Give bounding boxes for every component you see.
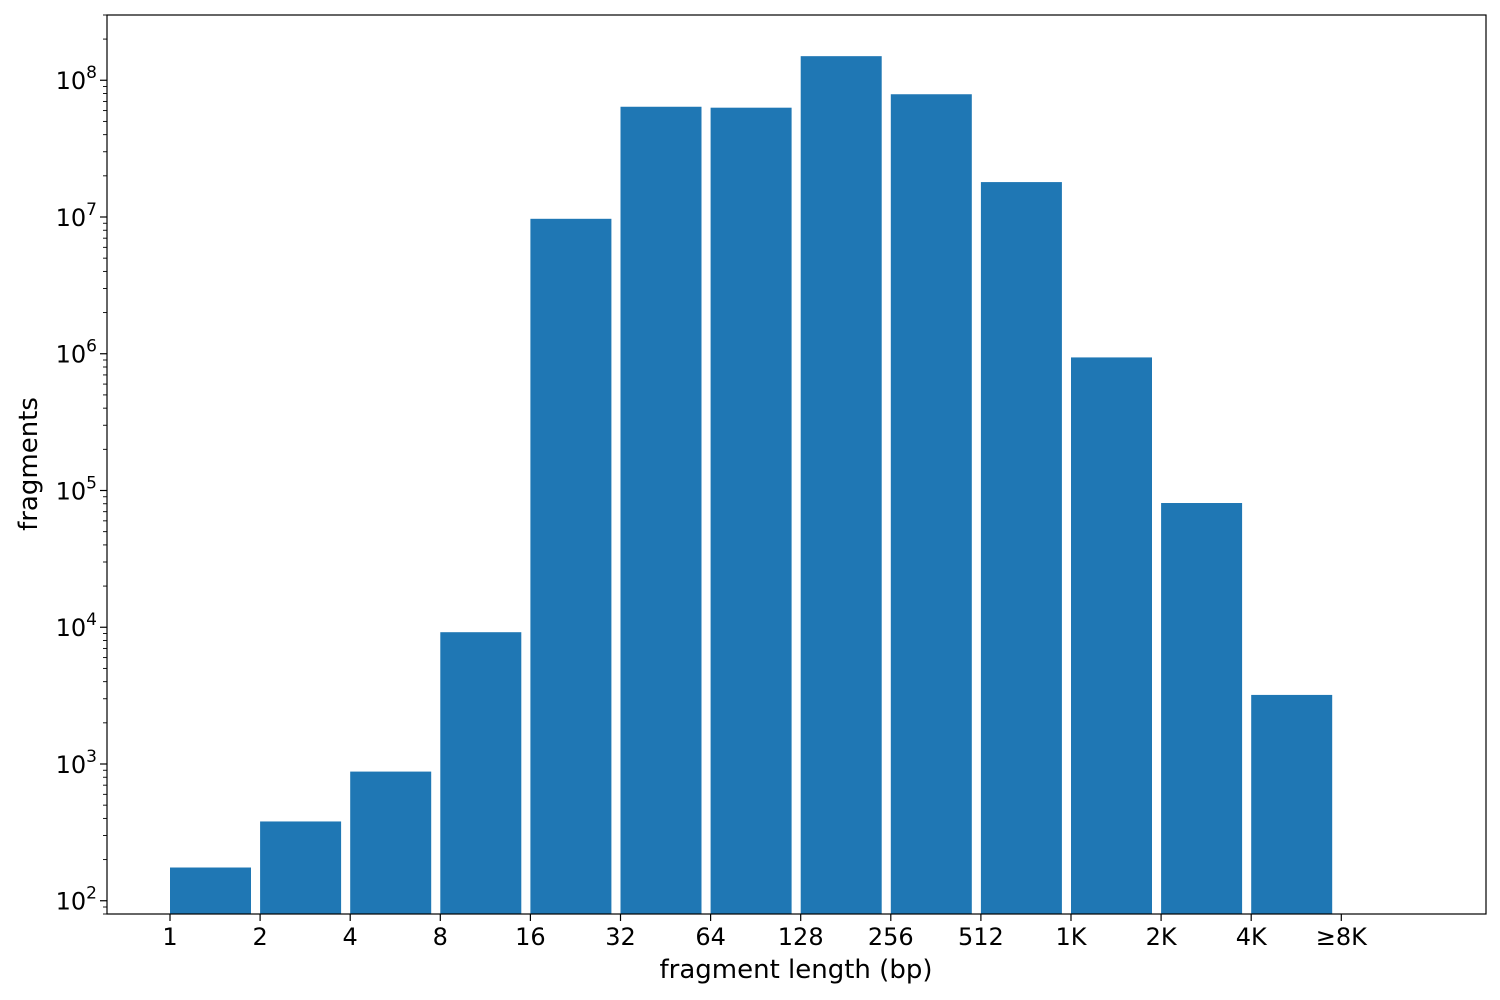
y-axis-label: fragments bbox=[14, 397, 44, 531]
bar-2 bbox=[260, 821, 342, 914]
bar-8 bbox=[440, 632, 522, 914]
bar-32 bbox=[620, 106, 702, 914]
bar-64 bbox=[710, 107, 792, 914]
y-tick-label: 102 bbox=[56, 884, 97, 916]
bar-128 bbox=[800, 56, 882, 915]
x-tick-label: 64 bbox=[695, 923, 726, 951]
x-tick-label: 4 bbox=[343, 923, 358, 951]
y-tick-label: 104 bbox=[56, 610, 97, 642]
x-tick-label: 2 bbox=[252, 923, 267, 951]
y-tick-label: 105 bbox=[56, 473, 97, 505]
x-tick-label: 32 bbox=[605, 923, 636, 951]
y-tick-label: 106 bbox=[56, 337, 97, 369]
x-tick-label: 1K bbox=[1055, 923, 1087, 951]
bars-group bbox=[170, 56, 1333, 915]
y-tick-label: 108 bbox=[56, 63, 97, 95]
bar-512 bbox=[980, 182, 1062, 915]
bar-4K bbox=[1251, 694, 1333, 914]
x-tick-label: 512 bbox=[958, 923, 1004, 951]
bar-2K bbox=[1161, 503, 1243, 914]
x-tick-label: 2K bbox=[1146, 923, 1178, 951]
x-tick-label: 16 bbox=[515, 923, 546, 951]
x-tick-label: 8 bbox=[433, 923, 448, 951]
bar-1 bbox=[170, 867, 251, 914]
bar-1K bbox=[1071, 357, 1152, 914]
y-axis-ticks: 102 103 104 105 106 107 108 bbox=[56, 14, 107, 916]
y-tick-label: 107 bbox=[56, 200, 97, 232]
bar-4 bbox=[350, 771, 432, 914]
x-tick-label: 256 bbox=[868, 923, 914, 951]
bar-256 bbox=[890, 94, 972, 915]
x-tick-label: 4K bbox=[1236, 923, 1268, 951]
x-axis-label: fragment length (bp) bbox=[660, 955, 933, 985]
plot-frame bbox=[106, 14, 1487, 915]
y-tick-label: 103 bbox=[56, 747, 97, 779]
x-tick-label: 1 bbox=[162, 923, 177, 951]
x-axis-ticks: 1 2 4 8 16 32 64 128 256 512 1K 2K 4K ≥8K bbox=[162, 914, 1368, 951]
x-tick-label: ≥8K bbox=[1316, 923, 1368, 951]
bar-16 bbox=[530, 218, 612, 915]
x-tick-label: 128 bbox=[778, 923, 824, 951]
